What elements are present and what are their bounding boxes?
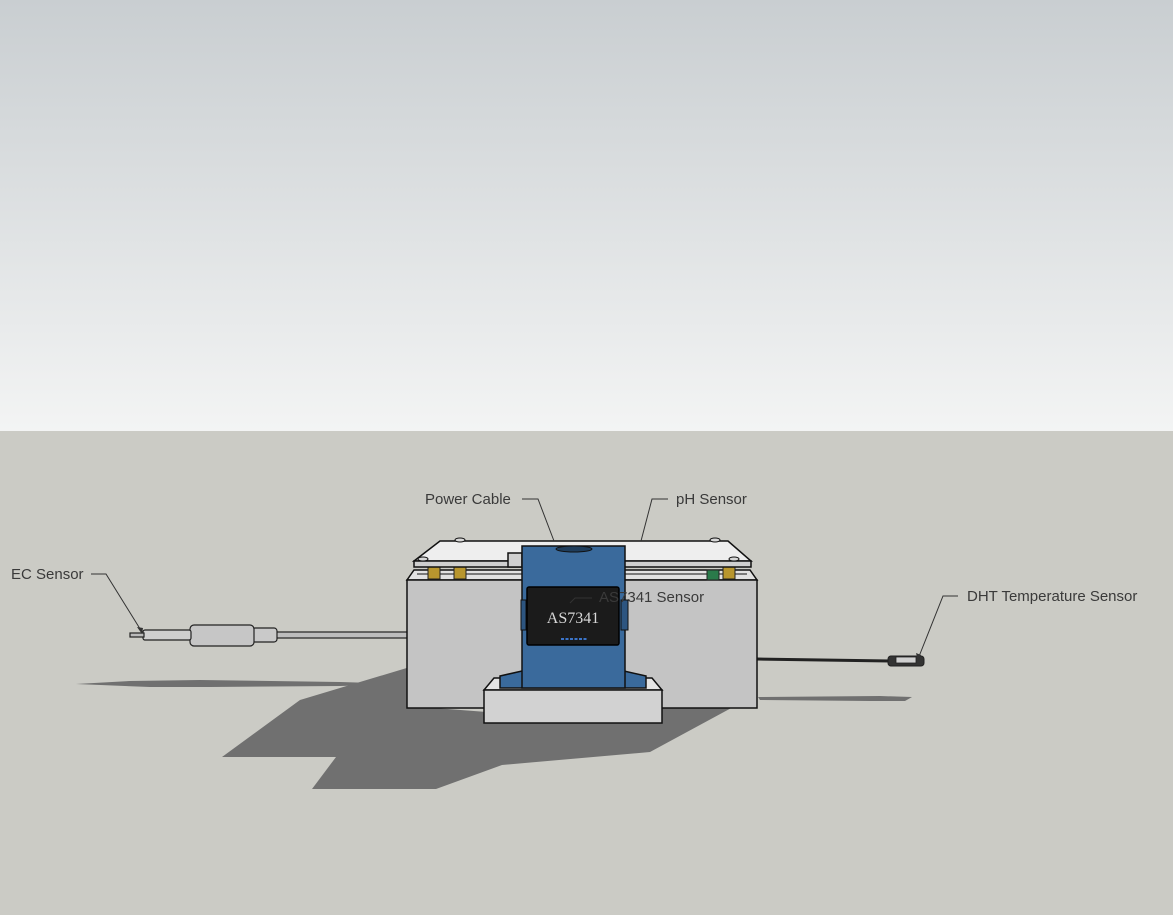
leader-arrowheads [137, 627, 921, 661]
label-as7341-sensor: AS7341 Sensor [599, 589, 705, 606]
as7341-chip: AS7341 [526, 586, 620, 646]
dht-sensor-module [756, 655, 925, 667]
standoffs [427, 565, 736, 581]
label-power-cable: Power Cable [425, 491, 511, 508]
label-ec-sensor: EC Sensor [11, 566, 84, 583]
label-dht-temperature-sensor: DHT Temperature Sensor [967, 588, 1138, 605]
shadow [76, 667, 912, 789]
sky [0, 0, 1173, 431]
chip-marking: AS7341 [547, 610, 599, 627]
ec-sensor-probe [129, 624, 409, 647]
label-ph-sensor: pH Sensor [676, 491, 747, 508]
leader-lines [91, 498, 958, 660]
